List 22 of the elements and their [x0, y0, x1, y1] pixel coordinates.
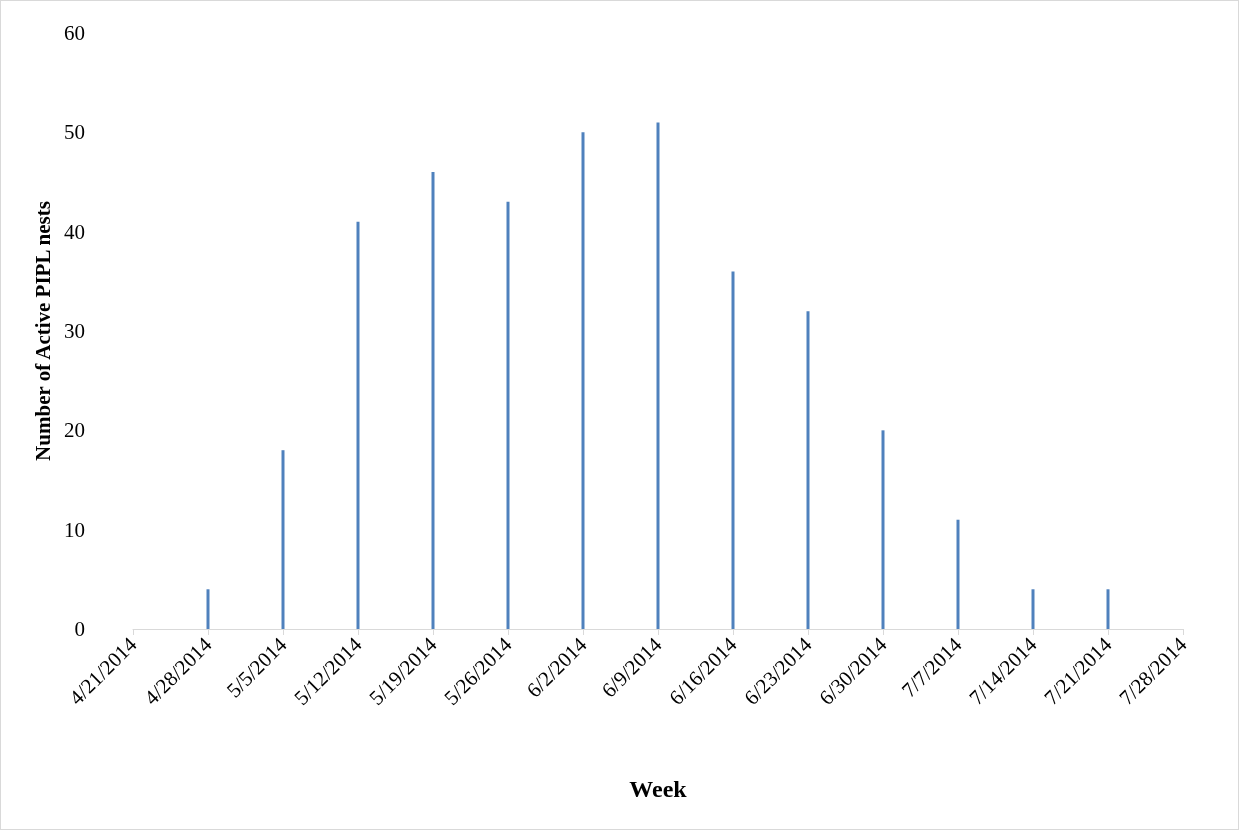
bar [1106, 589, 1110, 629]
bar [506, 201, 510, 629]
y-tick-label: 50 [64, 120, 85, 145]
bar [881, 430, 885, 629]
bar [956, 519, 960, 629]
y-tick-label: 10 [64, 517, 85, 542]
bar [206, 589, 210, 629]
bar [581, 132, 585, 629]
y-tick-label: 40 [64, 219, 85, 244]
bar [656, 122, 660, 629]
bar [731, 271, 735, 629]
y-tick-label: 30 [64, 319, 85, 343]
x-axis-title: Week [629, 776, 688, 802]
bar [806, 311, 810, 629]
bar [1031, 589, 1035, 629]
y-tick-label: 60 [64, 21, 85, 45]
y-tick-label: 0 [74, 617, 85, 641]
bar [431, 172, 435, 629]
y-axis-title: Number of Active PIPL nests [30, 201, 55, 461]
bar [281, 450, 285, 629]
bar [356, 221, 360, 629]
y-tick-label: 20 [64, 418, 85, 443]
